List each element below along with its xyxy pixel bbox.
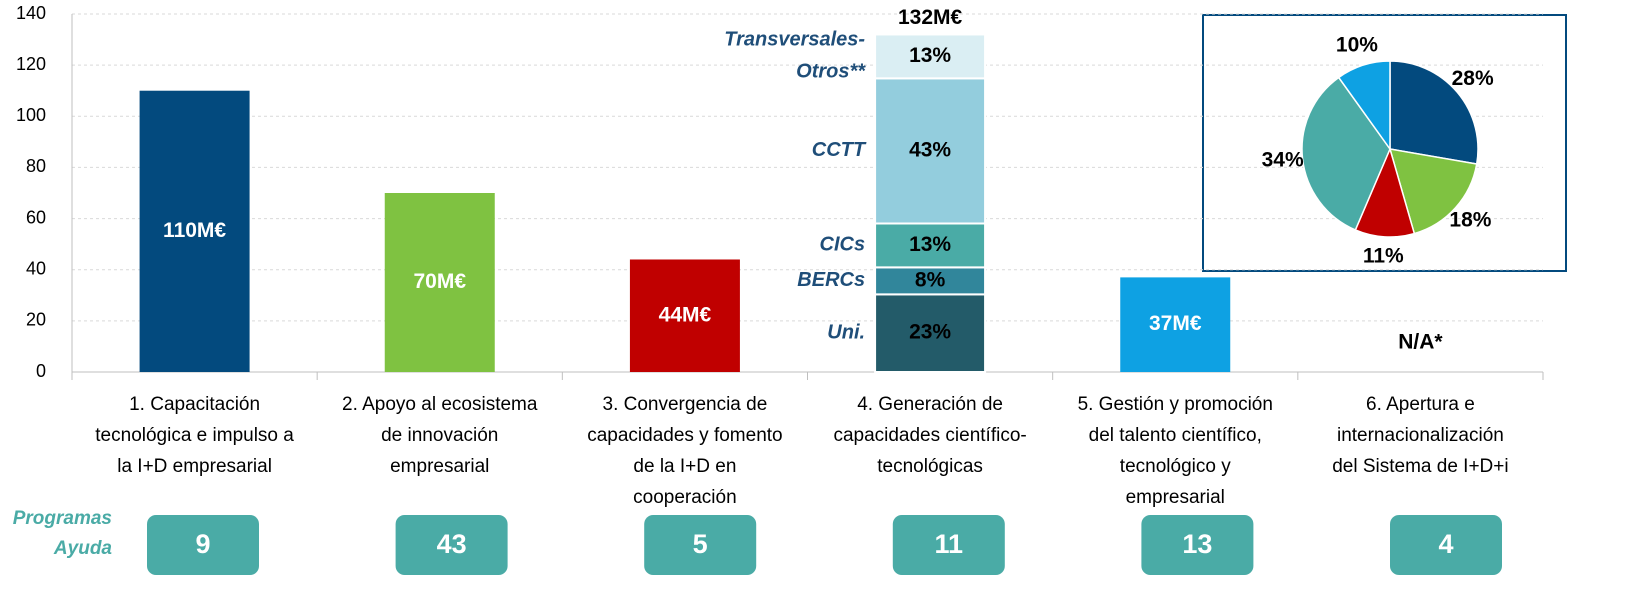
segment-name: Uni.	[827, 321, 865, 343]
x-tick-label: 2. Apoyo al ecosistema	[342, 394, 538, 415]
pie-label: 10%	[1336, 34, 1378, 57]
y-tick-label: 120	[16, 54, 46, 74]
x-tick-label: cooperación	[633, 487, 737, 508]
pie-label: 34%	[1262, 148, 1304, 171]
program-count: 43	[437, 529, 467, 559]
y-tick-label: 40	[26, 258, 46, 278]
x-tick-label: 6. Apertura e	[1366, 394, 1475, 415]
value-label: N/A*	[1398, 331, 1443, 354]
program-count: 11	[935, 529, 964, 559]
value-label: 70M€	[413, 270, 466, 293]
y-tick-label: 60	[26, 207, 46, 227]
value-label: 110M€	[163, 219, 226, 242]
x-tick-label: internacionalización	[1337, 425, 1504, 446]
x-tick-label: empresarial	[390, 456, 489, 477]
programs-label: Programas	[13, 508, 112, 529]
value-label: 37M€	[1149, 312, 1202, 335]
x-tick-label: tecnológica e impulso a	[95, 425, 294, 446]
chart: 0 20 40 60 80 100 120 140 1. Capacitación tecnoló…	[0, 0, 1639, 603]
segment-name: CCTT	[812, 139, 867, 161]
segment-label: 23%	[909, 321, 951, 344]
segment-name: Otros**	[796, 61, 866, 83]
x-tick-label: de innovación	[381, 425, 498, 446]
segment-label: 43%	[909, 138, 951, 161]
x-tick-label: 4. Generación de	[857, 394, 1003, 415]
y-tick-label: 80	[26, 156, 46, 176]
x-tick-label: tecnológico y	[1120, 456, 1231, 477]
program-count: 9	[195, 529, 210, 559]
segment-name: BERCs	[797, 269, 865, 291]
y-tick-label: 0	[36, 361, 46, 381]
x-tick-label: capacidades científico-	[833, 425, 1026, 446]
pie-label: 18%	[1449, 209, 1491, 232]
x-tick-label: 5. Gestión y promoción	[1078, 394, 1273, 415]
pie-label: 28%	[1452, 67, 1494, 90]
x-tick-label: empresarial	[1126, 487, 1225, 508]
x-tick-label: del talento científico,	[1089, 425, 1262, 446]
program-count: 4	[1438, 529, 1453, 559]
segment-label: 13%	[909, 44, 951, 67]
x-tick-label: de la I+D en	[633, 456, 736, 477]
value-label: 132M€	[898, 6, 963, 29]
x-tick-label: capacidades y fomento	[587, 425, 782, 446]
program-count: 5	[693, 529, 708, 559]
program-count: 13	[1182, 529, 1212, 559]
segment-label: 8%	[915, 268, 946, 291]
x-tick-label: del Sistema de I+D+i	[1332, 456, 1508, 477]
segment-label: 13%	[909, 233, 951, 256]
pie-label: 11%	[1363, 244, 1404, 267]
segment-name: Transversales-	[724, 29, 865, 51]
x-tick-label: 1. Capacitación	[129, 394, 260, 415]
x-tick-label: tecnológicas	[877, 456, 983, 477]
y-tick-label: 100	[16, 105, 46, 125]
value-label: 44M€	[659, 303, 712, 326]
y-tick-label: 20	[26, 310, 46, 330]
y-tick-label: 140	[16, 3, 46, 23]
programs-label: Ayuda	[53, 538, 113, 559]
x-tick-label: 3. Convergencia de	[603, 394, 768, 415]
segment-name: CICs	[820, 234, 866, 256]
x-tick-label: la I+D empresarial	[117, 456, 272, 477]
